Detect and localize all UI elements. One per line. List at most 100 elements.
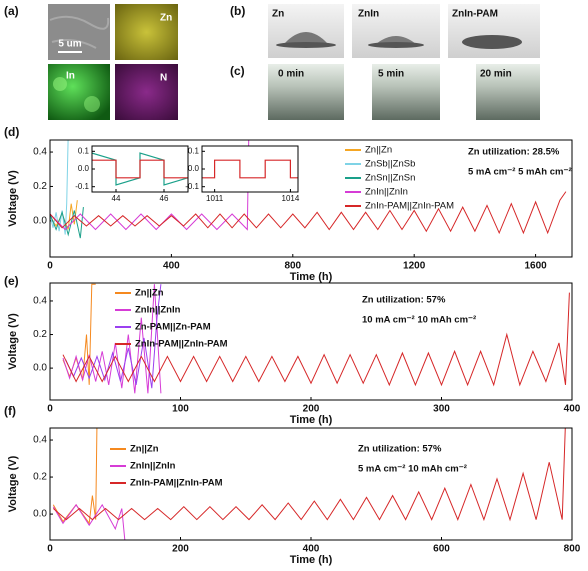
- y-tick-label: 0.0: [78, 164, 90, 173]
- panel-label: (b): [230, 4, 245, 18]
- y-tick-label: 0.2: [33, 181, 47, 192]
- legend-label: ZnIn||ZnIn: [135, 305, 181, 316]
- y-axis-label: Voltage (V): [7, 170, 19, 227]
- x-tick-label: 44: [112, 194, 121, 203]
- series-group: [62, 283, 570, 394]
- photo-label: Zn: [272, 9, 284, 20]
- y-tick-label: 0.0: [33, 363, 47, 374]
- axes-frame: [91, 145, 189, 193]
- series-line: [92, 159, 188, 179]
- x-tick-label: 800: [284, 261, 301, 272]
- axes-frame: [49, 282, 573, 401]
- y-axis-label: Voltage (V): [7, 455, 19, 512]
- x-tick-label: 400: [564, 404, 581, 415]
- annotation: Zn utilization: 57%: [358, 444, 442, 455]
- x-axis-label: Time (h): [290, 414, 333, 426]
- panel-label: (e): [4, 274, 19, 288]
- axes-frame: [49, 139, 573, 258]
- inset: 0.1 0.0 -0.1 44 46: [75, 145, 189, 203]
- annotation: 5 mA cm⁻² 10 mAh cm⁻²: [358, 464, 467, 475]
- y-tick-label: 0.0: [33, 509, 47, 520]
- inset: 0.1 0.0 -0.1 1011 1014: [185, 145, 300, 203]
- droplet-photo: [448, 4, 540, 58]
- substrate: [368, 42, 424, 48]
- series-line: [50, 207, 84, 239]
- substrate: [276, 42, 336, 48]
- axes-frame: [201, 145, 299, 193]
- panel-label: (c): [230, 64, 245, 78]
- y-tick-label: -0.1: [185, 182, 199, 191]
- y-tick-label: 0.4: [33, 435, 47, 446]
- droplet-photo: [352, 4, 440, 58]
- legend-label: Zn-PAM||Zn-PAM: [135, 322, 211, 333]
- x-tick-label: 1600: [524, 261, 547, 272]
- photo-label: ZnIn: [358, 9, 379, 20]
- annotation: Zn utilization: 28.5%: [468, 147, 560, 158]
- bubble-photo: [372, 64, 440, 120]
- x-tick-label: 0: [47, 404, 53, 415]
- panel-c: 0 min 5 min 20 min: [268, 64, 540, 120]
- x-tick-label: 600: [433, 544, 450, 555]
- photo-label: 5 min: [378, 69, 404, 80]
- legend-label: ZnIn||ZnIn: [130, 461, 176, 472]
- legend-label: ZnIn||ZnIn: [365, 187, 408, 198]
- legend-label: ZnSn||ZnSn: [365, 173, 415, 184]
- axes-frame: [49, 427, 573, 541]
- y-axis-label: Voltage (V): [7, 313, 19, 370]
- x-tick-label: 400: [303, 544, 320, 555]
- series-line: [65, 284, 162, 389]
- legend-label: Zn||Zn: [365, 145, 392, 156]
- series-line: [62, 292, 570, 387]
- photo-label: ZnIn-PAM: [452, 9, 498, 20]
- legend-label: Zn||Zn: [130, 444, 159, 455]
- y-tick-label: 0.4: [33, 296, 47, 307]
- x-tick-label: 300: [433, 404, 450, 415]
- panel-label: (a): [4, 4, 19, 18]
- series-group: [52, 428, 566, 540]
- x-axis-label: Time (h): [290, 271, 333, 283]
- x-tick-label: 100: [172, 404, 189, 415]
- droplet: [284, 32, 328, 44]
- map-spot: [53, 77, 67, 91]
- series-line: [50, 140, 69, 235]
- x-tick-label: 46: [160, 194, 169, 203]
- x-axis-label: Time (h): [290, 554, 333, 566]
- y-tick-label: 0.1: [78, 146, 90, 155]
- panel-label: (f): [4, 404, 16, 418]
- series-line: [52, 428, 98, 525]
- series-line: [52, 503, 126, 540]
- series-line: [50, 200, 78, 230]
- n-map: [115, 64, 178, 120]
- plot: 0.0 0.2 0.4 0 100 200 300 400 Time (h) Voltage (V…: [7, 282, 581, 426]
- x-tick-label: 200: [303, 404, 320, 415]
- annotation: 10 mA cm⁻² 10 mAh cm⁻²: [362, 315, 476, 326]
- panel-b: Zn ZnIn ZnIn-PAM: [268, 4, 540, 58]
- x-tick-label: 0: [47, 261, 53, 272]
- scale-label: 5 um: [58, 39, 81, 50]
- panel-label: (d): [4, 125, 19, 139]
- annotation: 5 mA cm⁻² 5 mAh cm⁻²: [468, 167, 572, 178]
- map-label: N: [160, 73, 167, 84]
- plot: 0.0 0.2 0.4 0 200 400 600 800 Time (h) Voltage (V…: [7, 427, 581, 566]
- series-group: [202, 159, 298, 179]
- legend-label: ZnIn-PAM||ZnIn-PAM: [135, 339, 228, 350]
- droplet: [462, 35, 522, 49]
- photo-label: 20 min: [480, 69, 512, 80]
- x-tick-label: 800: [564, 544, 581, 555]
- map-label: In: [66, 71, 75, 82]
- droplet: [376, 36, 416, 44]
- x-tick-label: 200: [172, 544, 189, 555]
- series-line: [62, 284, 162, 394]
- y-tick-label: 0.0: [33, 216, 47, 227]
- y-tick-label: 0.0: [188, 164, 200, 173]
- bubble-photo: [268, 64, 344, 120]
- zn-map: [115, 4, 178, 60]
- series-group: [92, 152, 188, 186]
- legend-label: ZnIn-PAM||ZnIn-PAM: [365, 201, 454, 212]
- y-tick-label: 0.4: [33, 147, 47, 158]
- series-line: [50, 140, 250, 231]
- y-tick-label: 0.1: [188, 146, 200, 155]
- sem-image: [48, 4, 110, 60]
- x-tick-label: 1011: [206, 194, 224, 203]
